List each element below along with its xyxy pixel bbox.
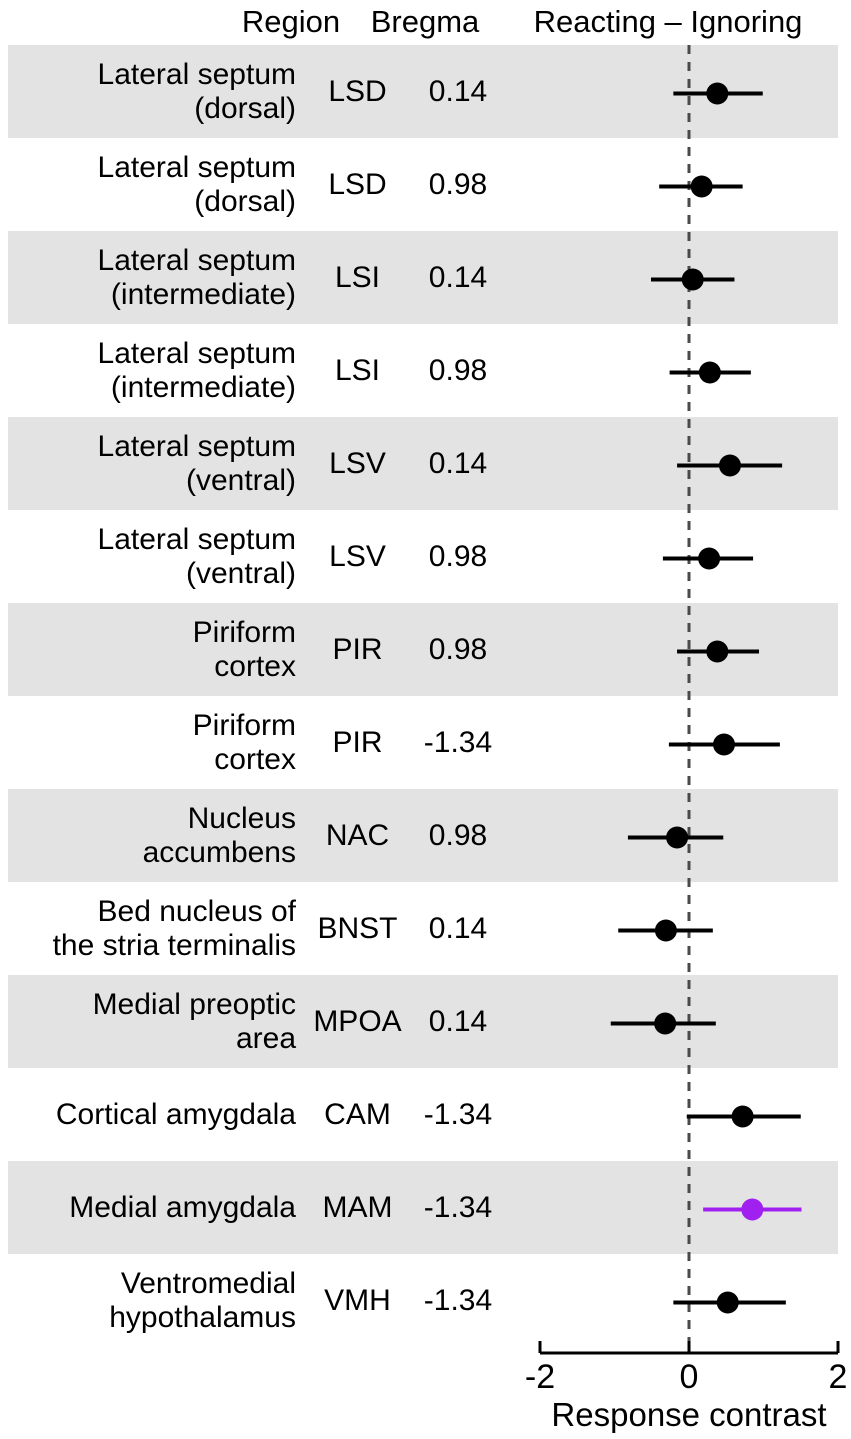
row-band xyxy=(8,1161,838,1254)
region-label-line: Lateral septum xyxy=(97,57,296,91)
column-header-contrast: Reacting – Ignoring xyxy=(533,4,803,39)
region-label-line: Medial amygdala xyxy=(69,1190,296,1224)
region-label: Medial preoptic area xyxy=(0,975,296,1068)
abbreviation-label: PIR xyxy=(332,725,383,759)
region-label-line: (ventral) xyxy=(185,556,296,590)
bregma-value: -1.34 xyxy=(423,1283,493,1317)
bregma-value: 0.14 xyxy=(428,911,488,945)
region-label-line: (intermediate) xyxy=(110,277,296,311)
region-label-line: Medial preoptic xyxy=(92,987,296,1021)
bregma-value: -1.34 xyxy=(423,1097,493,1131)
region-label: Piriform cortex xyxy=(0,603,296,696)
point-marker xyxy=(741,1198,764,1221)
region-label-line: hypothalamus xyxy=(109,1300,296,1334)
column-header-region: Region xyxy=(241,4,341,39)
abbreviation-label: LSD xyxy=(328,167,387,201)
region-label-line: Lateral septum xyxy=(97,243,296,277)
point-marker xyxy=(698,547,721,570)
bregma-value: 0.98 xyxy=(428,539,488,573)
bregma-value: 0.14 xyxy=(428,260,488,294)
region-label-line: (intermediate) xyxy=(110,370,296,404)
axis-tick-label: -2 xyxy=(524,1358,556,1396)
bregma-value: -1.34 xyxy=(423,1190,493,1224)
region-label-line: Bed nucleus of xyxy=(97,894,296,928)
region-label: Lateral septum (ventral) xyxy=(0,510,296,603)
abbreviation-label: LSI xyxy=(334,260,381,294)
point-marker xyxy=(666,826,689,849)
point-marker xyxy=(706,82,729,105)
region-label: Cortical amygdala xyxy=(0,1068,296,1161)
bregma-value: 0.98 xyxy=(428,818,488,852)
abbreviation-label: LSV xyxy=(329,539,386,573)
region-label: Bed nucleus of the stria terminalis xyxy=(0,882,296,975)
region-label-line: Piriform xyxy=(192,615,296,649)
region-label-line: (dorsal) xyxy=(194,91,296,125)
point-marker xyxy=(681,268,704,291)
bregma-value: 0.14 xyxy=(428,1004,488,1038)
bregma-value: 0.14 xyxy=(428,446,488,480)
region-label-line: Nucleus xyxy=(187,801,296,835)
column-header-bregma: Bregma xyxy=(370,4,480,39)
region-label: Ventromedial hypothalamus xyxy=(0,1254,296,1347)
abbreviation-label: LSI xyxy=(334,353,381,387)
bregma-value: 0.14 xyxy=(428,74,488,108)
region-label: Medial amygdala xyxy=(0,1161,296,1254)
region-label-line: cortex xyxy=(214,649,296,683)
bregma-value: 0.98 xyxy=(428,167,488,201)
region-label-line: (dorsal) xyxy=(194,184,296,218)
x-axis-label: Response contrast xyxy=(551,1396,827,1433)
point-marker xyxy=(690,175,713,198)
region-label: Lateral septum (dorsal) xyxy=(0,45,296,138)
region-label-line: Lateral septum xyxy=(97,336,296,370)
abbreviation-label: VMH xyxy=(324,1283,391,1317)
point-marker xyxy=(654,1012,677,1035)
point-marker xyxy=(713,733,736,756)
region-label-line: accumbens xyxy=(142,835,296,869)
region-label: Lateral septum (dorsal) xyxy=(0,138,296,231)
axis-tick-label: 0 xyxy=(679,1358,699,1396)
region-label-line: Piriform xyxy=(192,708,296,742)
abbreviation-label: PIR xyxy=(332,632,383,666)
region-label: Lateral septum (intermediate) xyxy=(0,324,296,417)
abbreviation-label: MAM xyxy=(322,1190,393,1224)
axis-tick-label: 2 xyxy=(828,1358,848,1396)
region-label: Lateral septum (ventral) xyxy=(0,417,296,510)
region-label-line: Cortical amygdala xyxy=(55,1097,296,1131)
abbreviation-label: MPOA xyxy=(313,1004,402,1038)
region-label: Piriform cortex xyxy=(0,696,296,789)
region-label-line: Ventromedial xyxy=(120,1266,296,1300)
point-marker xyxy=(716,1291,739,1314)
abbreviation-label: BNST xyxy=(317,911,398,945)
bregma-value: 0.98 xyxy=(428,353,488,387)
abbreviation-label: NAC xyxy=(325,818,390,852)
region-label-line: Lateral septum xyxy=(97,429,296,463)
point-marker xyxy=(654,919,677,942)
bregma-value: 0.98 xyxy=(428,632,488,666)
region-label: Lateral septum (intermediate) xyxy=(0,231,296,324)
region-label-line: (ventral) xyxy=(185,463,296,497)
bregma-value: -1.34 xyxy=(423,725,493,759)
region-label-line: Lateral septum xyxy=(97,150,296,184)
region-label: Nucleus accumbens xyxy=(0,789,296,882)
point-marker xyxy=(698,361,721,384)
point-marker xyxy=(731,1105,754,1128)
region-label-line: the stria terminalis xyxy=(52,928,296,962)
region-label-line: area xyxy=(235,1021,296,1055)
abbreviation-label: LSV xyxy=(329,446,386,480)
point-marker xyxy=(706,640,729,663)
region-label-line: cortex xyxy=(214,742,296,776)
region-label-line: Lateral septum xyxy=(97,522,296,556)
point-marker xyxy=(718,454,741,477)
abbreviation-label: LSD xyxy=(328,74,387,108)
abbreviation-label: CAM xyxy=(324,1097,391,1131)
